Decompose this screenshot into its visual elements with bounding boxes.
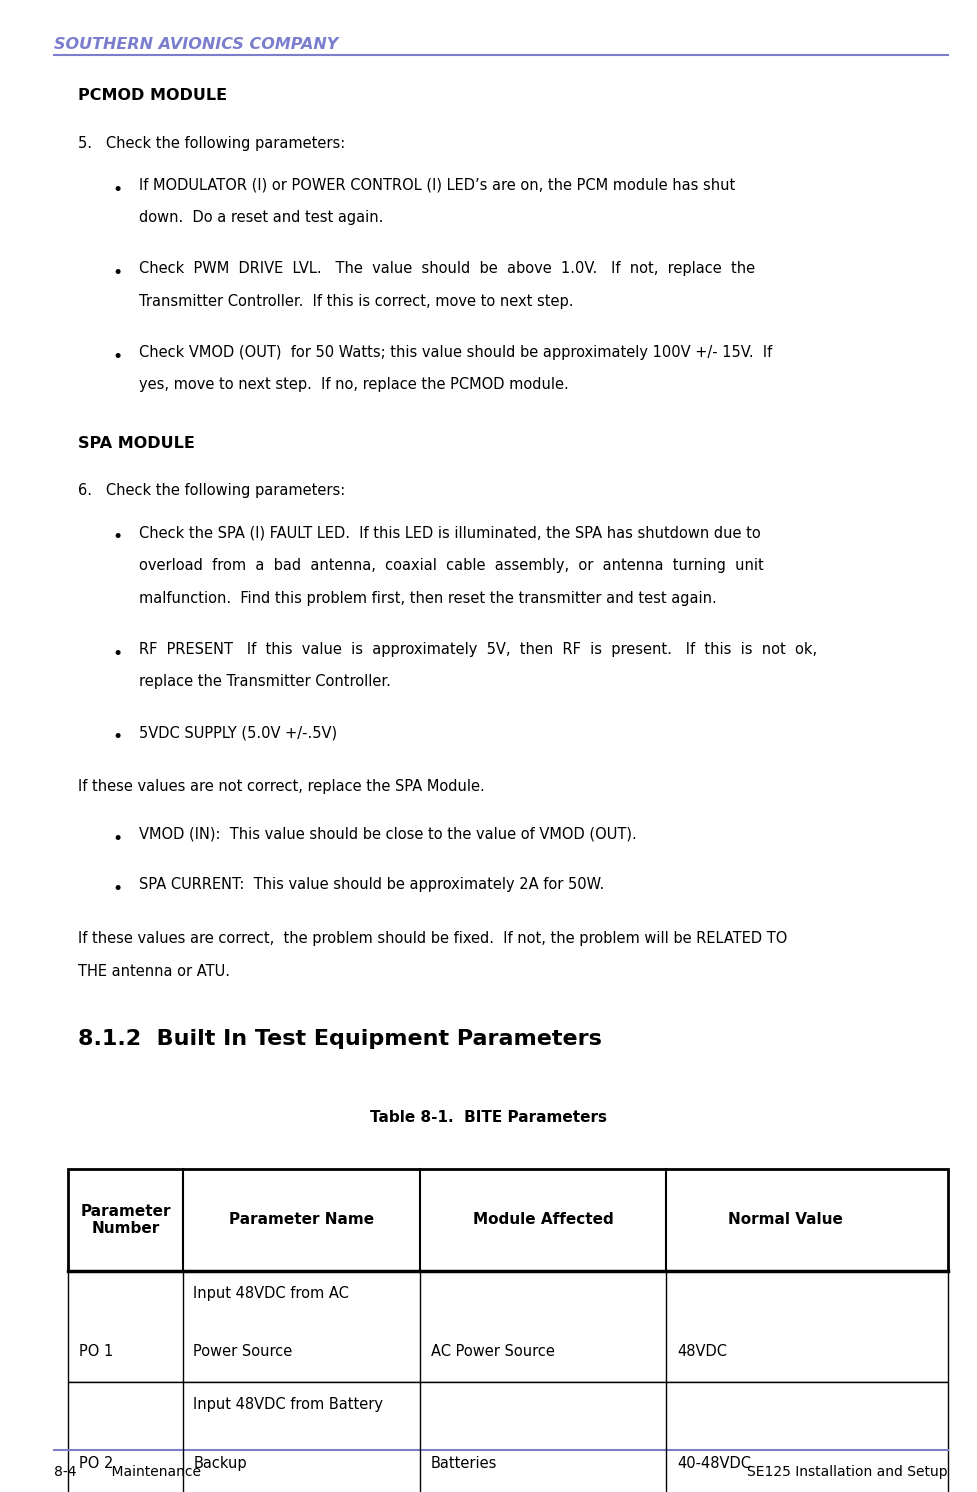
Text: 8.1.2  Built In Test Equipment Parameters: 8.1.2 Built In Test Equipment Parameters bbox=[78, 1029, 602, 1049]
Text: down.  Do a reset and test again.: down. Do a reset and test again. bbox=[139, 210, 383, 225]
Text: 48VDC: 48VDC bbox=[677, 1344, 727, 1359]
Text: 5VDC SUPPLY (5.0V +/-.5V): 5VDC SUPPLY (5.0V +/-.5V) bbox=[139, 725, 337, 740]
Text: •: • bbox=[112, 528, 122, 546]
Text: 5.   Check the following parameters:: 5. Check the following parameters: bbox=[78, 136, 346, 151]
Text: SE125 Installation and Setup: SE125 Installation and Setup bbox=[747, 1465, 948, 1479]
Text: Check the SPA (I) FAULT LED.  If this LED is illuminated, the SPA has shutdown d: Check the SPA (I) FAULT LED. If this LED… bbox=[139, 525, 760, 540]
Text: SPA CURRENT:  This value should be approximately 2A for 50W.: SPA CURRENT: This value should be approx… bbox=[139, 877, 604, 892]
Text: VMOD (IN):  This value should be close to the value of VMOD (OUT).: VMOD (IN): This value should be close to… bbox=[139, 827, 636, 841]
Text: •: • bbox=[112, 181, 122, 198]
Text: overload  from  a  bad  antenna,  coaxial  cable  assembly,  or  antenna  turnin: overload from a bad antenna, coaxial cab… bbox=[139, 558, 763, 573]
Text: Check  PWM  DRIVE  LVL.   The  value  should  be  above  1.0V.   If  not,  repla: Check PWM DRIVE LVL. The value should be… bbox=[139, 261, 755, 276]
Text: •: • bbox=[112, 264, 122, 282]
Text: Backup: Backup bbox=[193, 1456, 247, 1471]
Text: 40-48VDC: 40-48VDC bbox=[677, 1456, 751, 1471]
Text: SPA MODULE: SPA MODULE bbox=[78, 436, 195, 451]
Text: THE antenna or ATU.: THE antenna or ATU. bbox=[78, 964, 231, 979]
Text: Normal Value: Normal Value bbox=[728, 1213, 842, 1228]
Text: malfunction.  Find this problem first, then reset the transmitter and test again: malfunction. Find this problem first, th… bbox=[139, 591, 716, 606]
Text: SOUTHERN AVIONICS COMPANY: SOUTHERN AVIONICS COMPANY bbox=[54, 37, 338, 52]
Text: Transmitter Controller.  If this is correct, move to next step.: Transmitter Controller. If this is corre… bbox=[139, 294, 573, 309]
Text: Batteries: Batteries bbox=[431, 1456, 497, 1471]
Text: Power Source: Power Source bbox=[193, 1344, 292, 1359]
Text: yes, move to next step.  If no, replace the PCMOD module.: yes, move to next step. If no, replace t… bbox=[139, 377, 569, 392]
Text: Table 8-1.  BITE Parameters: Table 8-1. BITE Parameters bbox=[370, 1110, 607, 1125]
Text: 6.   Check the following parameters:: 6. Check the following parameters: bbox=[78, 483, 346, 498]
Text: replace the Transmitter Controller.: replace the Transmitter Controller. bbox=[139, 674, 391, 689]
Text: •: • bbox=[112, 728, 122, 746]
Bar bbox=[68, 1271, 948, 1383]
Bar bbox=[68, 1170, 948, 1271]
Text: •: • bbox=[112, 880, 122, 898]
Text: Input 48VDC from AC: Input 48VDC from AC bbox=[193, 1286, 349, 1301]
Text: Check VMOD (OUT)  for 50 Watts; this value should be approximately 100V +/- 15V.: Check VMOD (OUT) for 50 Watts; this valu… bbox=[139, 345, 772, 360]
Text: •: • bbox=[112, 830, 122, 847]
Text: If these values are correct,  the problem should be fixed.  If not, the problem : If these values are correct, the problem… bbox=[78, 931, 787, 946]
Text: PO 1: PO 1 bbox=[79, 1344, 113, 1359]
Text: If these values are not correct, replace the SPA Module.: If these values are not correct, replace… bbox=[78, 779, 485, 794]
Text: RF  PRESENT   If  this  value  is  approximately  5V,  then  RF  is  present.   : RF PRESENT If this value is approximatel… bbox=[139, 642, 817, 656]
Text: PCMOD MODULE: PCMOD MODULE bbox=[78, 88, 228, 103]
Text: Input 48VDC from Battery: Input 48VDC from Battery bbox=[193, 1398, 383, 1413]
Text: •: • bbox=[112, 348, 122, 366]
Text: Parameter
Number: Parameter Number bbox=[80, 1204, 171, 1235]
Text: Module Affected: Module Affected bbox=[473, 1213, 614, 1228]
Text: PO 2: PO 2 bbox=[79, 1456, 113, 1471]
Text: 8-4        Maintenance: 8-4 Maintenance bbox=[54, 1465, 200, 1479]
Bar bbox=[68, 1383, 948, 1492]
Text: •: • bbox=[112, 645, 122, 662]
Text: If MODULATOR (I) or POWER CONTROL (I) LED’s are on, the PCM module has shut: If MODULATOR (I) or POWER CONTROL (I) LE… bbox=[139, 178, 735, 192]
Text: Parameter Name: Parameter Name bbox=[229, 1213, 374, 1228]
Text: AC Power Source: AC Power Source bbox=[431, 1344, 555, 1359]
